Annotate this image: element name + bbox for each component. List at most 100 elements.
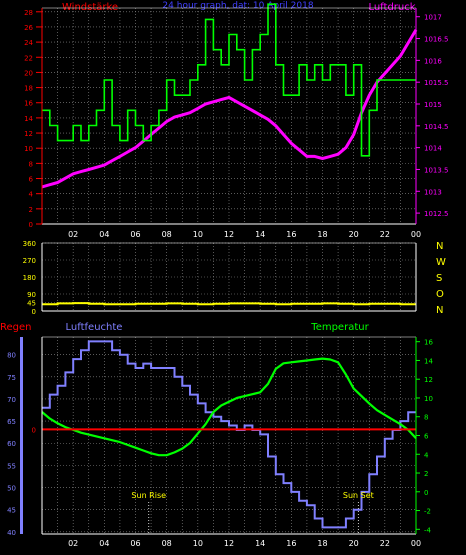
temperature-tick-label: -4 — [424, 526, 432, 534]
x-tick-label: 06 — [130, 230, 140, 239]
x-tick-label: 02 — [68, 230, 78, 239]
rain-axis-label: Regen — [0, 322, 32, 333]
wind-tick-label: 22 — [24, 54, 33, 62]
compass-label: S — [436, 273, 442, 284]
sun-event-label: Sun Set — [343, 491, 374, 500]
wind-tick-label: 12 — [24, 130, 33, 138]
panel-series — [41, 3, 418, 189]
wind-speed-axis-label: Windstärke — [62, 2, 118, 13]
direction-tick-label: 360 — [23, 240, 36, 248]
temperature-tick-label: 6 — [424, 433, 429, 441]
x-tick-label: 22 — [380, 539, 390, 548]
panel-frame — [41, 242, 417, 312]
x-tick-label: 18 — [317, 230, 327, 239]
x-tick-label: 22 — [380, 230, 390, 239]
wind-speed-line — [42, 3, 416, 157]
compass-label: N — [436, 241, 443, 252]
x-tick-label: 16 — [286, 539, 296, 548]
wind-tick-label: 8 — [29, 160, 33, 168]
pressure-tick-label: 1014 — [424, 145, 442, 153]
wind-tick-label: 18 — [24, 85, 33, 93]
wind-tick-label: 24 — [24, 39, 33, 47]
compass-label: O — [436, 289, 444, 300]
x-tick-label: 18 — [317, 539, 327, 548]
temperature-line — [41, 357, 417, 457]
x-tick-label: 06 — [130, 539, 140, 548]
direction-tick-label: 0 — [32, 308, 36, 316]
x-tick-label: 08 — [162, 230, 172, 239]
x-tick-label: 16 — [286, 230, 296, 239]
wind-tick-label: 14 — [24, 115, 33, 123]
temperature-axis-label: Temperatur — [310, 322, 369, 333]
panel-series — [41, 340, 417, 529]
pressure-tick-label: 1016 — [424, 57, 442, 65]
sun-annotations: Sun Rise Sun Set — [131, 491, 374, 534]
pressure-tick-label: 1013.5 — [424, 166, 449, 174]
temperature-tick-label: -2 — [424, 508, 431, 516]
pressure-tick-label: 1016.5 — [424, 36, 449, 44]
humidity-axis-label: Luftfeuchte — [66, 322, 123, 333]
wind-tick-label: 28 — [24, 9, 33, 17]
wind-tick-label: 6 — [29, 176, 34, 184]
wind-pressure-panel: Windstärke 24 hour graph, dat: 10 April … — [24, 1, 448, 239]
wind-tick-label: 20 — [24, 69, 33, 77]
x-tick-label: 14 — [255, 539, 265, 548]
x-tick-label: 04 — [99, 230, 109, 239]
panel-series — [42, 302, 416, 306]
compass-label: N — [436, 305, 443, 316]
direction-tick-label: 180 — [23, 274, 36, 282]
temperature-tick-label: 14 — [424, 357, 433, 365]
humidity-temperature-panel: Regen Luftfeuchte Temperatur 40455055606… — [0, 322, 433, 548]
pressure-tick-label: 1013 — [424, 188, 442, 196]
x-tick-label: 20 — [349, 539, 359, 548]
pressure-tick-label: 1015 — [424, 101, 442, 109]
temperature-tick-label: 12 — [424, 376, 433, 384]
wind-tick-label: 0 — [29, 221, 33, 229]
x-tick-label: 08 — [162, 539, 172, 548]
humidity-tick-label: 40 — [7, 529, 16, 537]
temperature-tick-label: 4 — [424, 451, 429, 459]
wind-tick-label: 2 — [29, 206, 33, 214]
panel-frame — [41, 336, 417, 535]
humidity-tick-label: 45 — [7, 507, 16, 515]
wind-tick-label: 16 — [24, 100, 33, 108]
wind-tick-label: 4 — [29, 191, 34, 199]
humidity-tick-label: 75 — [7, 374, 16, 382]
humidity-tick-label: 80 — [7, 352, 16, 360]
wind-tick-label: 26 — [24, 24, 33, 32]
x-tick-label: 14 — [255, 230, 265, 239]
humidity-tick-label: 70 — [7, 396, 16, 404]
chart-title: 24 hour graph, dat: 10 April 2018 — [162, 1, 313, 11]
x-tick-label: 10 — [193, 230, 203, 239]
pressure-line — [41, 29, 418, 189]
x-tick-label: 04 — [99, 539, 109, 548]
compass-label: W — [436, 257, 446, 268]
panel-ticks: 02468101214161820222426281012.510131013.… — [24, 9, 448, 239]
pressure-tick-label: 1015.5 — [424, 79, 449, 87]
wind-tick-label: 10 — [24, 145, 33, 153]
temperature-tick-label: 2 — [424, 470, 428, 478]
temperature-tick-label: 0 — [424, 489, 428, 497]
panel-frame — [41, 7, 417, 225]
humidity-tick-label: 50 — [7, 485, 16, 493]
x-tick-label: 10 — [193, 539, 203, 548]
x-tick-label: 12 — [224, 539, 234, 548]
humidity-tick-label: 55 — [7, 462, 16, 470]
direction-tick-label: 90 — [27, 291, 36, 299]
temperature-tick-label: 16 — [424, 339, 433, 347]
x-tick-label: 20 — [349, 230, 359, 239]
pressure-tick-label: 1014.5 — [424, 123, 449, 131]
x-tick-label: 00 — [411, 539, 421, 548]
x-tick-label: 00 — [411, 230, 421, 239]
humidity-tick-label: 65 — [7, 418, 16, 426]
temperature-tick-label: 10 — [424, 395, 433, 403]
pressure-tick-label: 1012.5 — [424, 210, 449, 218]
direction-tick-label: 270 — [23, 257, 36, 265]
humidity-axis-bar — [20, 337, 23, 534]
